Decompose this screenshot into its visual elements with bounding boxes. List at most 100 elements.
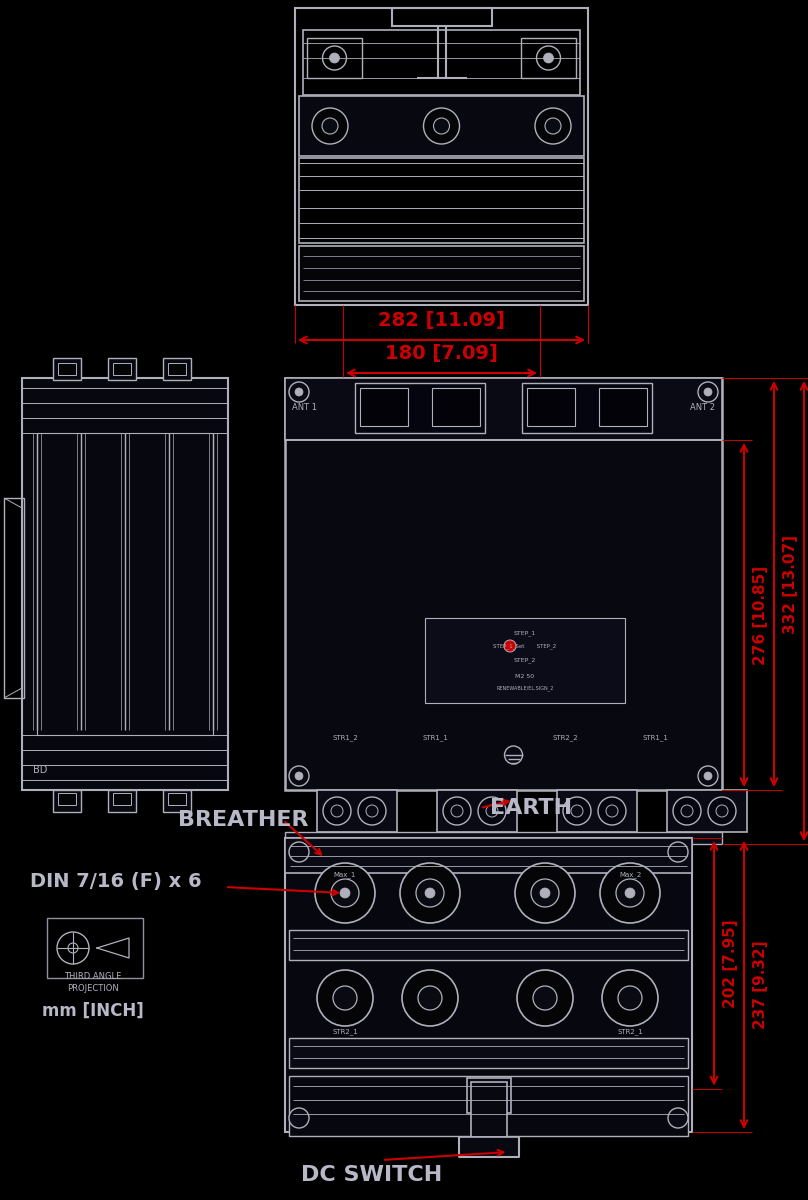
Circle shape — [418, 986, 442, 1010]
Circle shape — [716, 805, 728, 817]
Bar — [425, 618, 625, 703]
Text: STR2_2: STR2_2 — [552, 734, 578, 742]
Circle shape — [673, 797, 701, 826]
Circle shape — [698, 382, 718, 402]
Circle shape — [477, 1084, 500, 1108]
Circle shape — [571, 805, 583, 817]
Text: DIN 7/16 (F) x 6: DIN 7/16 (F) x 6 — [30, 872, 202, 892]
Circle shape — [358, 797, 386, 826]
Text: 332 [13.07]: 332 [13.07] — [782, 534, 797, 634]
Bar — [168, 362, 186, 374]
Circle shape — [600, 863, 660, 923]
Circle shape — [544, 53, 553, 62]
Circle shape — [668, 842, 688, 862]
Text: 237 [9.32]: 237 [9.32] — [752, 941, 768, 1030]
Bar — [163, 358, 191, 380]
Circle shape — [598, 797, 626, 826]
Text: STR2_1: STR2_1 — [332, 1028, 358, 1034]
Bar — [466, 1078, 511, 1114]
Circle shape — [289, 842, 309, 862]
Circle shape — [451, 805, 463, 817]
Circle shape — [533, 986, 557, 1010]
Circle shape — [315, 863, 375, 923]
Circle shape — [681, 805, 693, 817]
Text: 282 [11.09]: 282 [11.09] — [378, 311, 505, 330]
Bar — [317, 790, 397, 832]
Bar — [113, 362, 131, 374]
Text: mm [INCH]: mm [INCH] — [42, 1002, 144, 1020]
Circle shape — [517, 970, 573, 1026]
Bar — [307, 38, 362, 78]
Circle shape — [616, 878, 644, 907]
Circle shape — [606, 805, 618, 817]
Text: Max_1: Max_1 — [334, 871, 356, 877]
Bar — [285, 838, 692, 1132]
Text: STEP_1_Set       STEP_2: STEP_1_Set STEP_2 — [494, 643, 557, 649]
Circle shape — [478, 797, 506, 826]
Text: Max_2: Max_2 — [619, 871, 641, 877]
Bar — [53, 358, 81, 380]
Bar — [285, 378, 722, 790]
Circle shape — [340, 888, 350, 898]
Bar — [37, 433, 213, 734]
Circle shape — [317, 970, 373, 1026]
Text: ANT 1: ANT 1 — [292, 403, 318, 413]
Circle shape — [289, 382, 309, 402]
Bar — [299, 158, 584, 242]
Circle shape — [625, 888, 635, 898]
Circle shape — [323, 797, 351, 826]
Text: DC SWITCH: DC SWITCH — [301, 1165, 443, 1186]
Bar — [437, 790, 517, 832]
Circle shape — [486, 805, 498, 817]
Circle shape — [704, 388, 712, 396]
Bar — [285, 838, 692, 874]
Bar — [47, 918, 143, 978]
Text: THIRD ANGLE
PROJECTION: THIRD ANGLE PROJECTION — [65, 972, 122, 992]
Text: M2 50: M2 50 — [516, 673, 535, 678]
Bar — [432, 388, 480, 426]
Circle shape — [423, 108, 460, 144]
Text: STR1_1: STR1_1 — [642, 734, 668, 742]
Circle shape — [504, 640, 516, 652]
Circle shape — [331, 878, 359, 907]
Circle shape — [331, 805, 343, 817]
Text: STEP_2: STEP_2 — [514, 658, 537, 662]
Circle shape — [402, 970, 458, 1026]
Bar — [4, 498, 24, 698]
Text: STEP_1: STEP_1 — [514, 630, 537, 636]
Circle shape — [531, 878, 559, 907]
Bar — [392, 8, 491, 26]
Bar — [22, 378, 228, 790]
Circle shape — [289, 766, 309, 786]
Circle shape — [668, 1108, 688, 1128]
Circle shape — [366, 805, 378, 817]
Bar — [299, 246, 584, 301]
Bar — [527, 388, 575, 426]
Circle shape — [400, 863, 460, 923]
Circle shape — [425, 888, 435, 898]
Circle shape — [618, 986, 642, 1010]
Bar — [303, 30, 580, 95]
Bar — [168, 793, 186, 805]
Circle shape — [330, 53, 339, 62]
Bar — [285, 832, 722, 844]
Text: STR1_1: STR1_1 — [422, 734, 448, 742]
Bar — [522, 383, 652, 433]
Bar — [113, 793, 131, 805]
Circle shape — [515, 863, 575, 923]
Bar — [58, 362, 76, 374]
Bar — [599, 388, 647, 426]
Circle shape — [416, 878, 444, 907]
Bar — [557, 790, 637, 832]
Circle shape — [698, 766, 718, 786]
Bar — [295, 8, 588, 305]
Circle shape — [312, 108, 348, 144]
Bar — [58, 793, 76, 805]
Bar — [458, 1138, 519, 1157]
Bar — [289, 930, 688, 960]
Bar — [163, 790, 191, 812]
Bar — [299, 96, 584, 156]
Circle shape — [443, 797, 471, 826]
Circle shape — [545, 118, 561, 134]
Circle shape — [602, 970, 658, 1026]
